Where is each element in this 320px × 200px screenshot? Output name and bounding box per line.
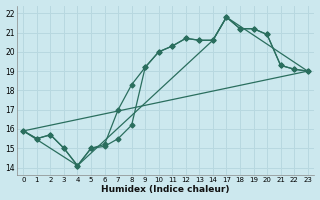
- X-axis label: Humidex (Indice chaleur): Humidex (Indice chaleur): [101, 185, 230, 194]
